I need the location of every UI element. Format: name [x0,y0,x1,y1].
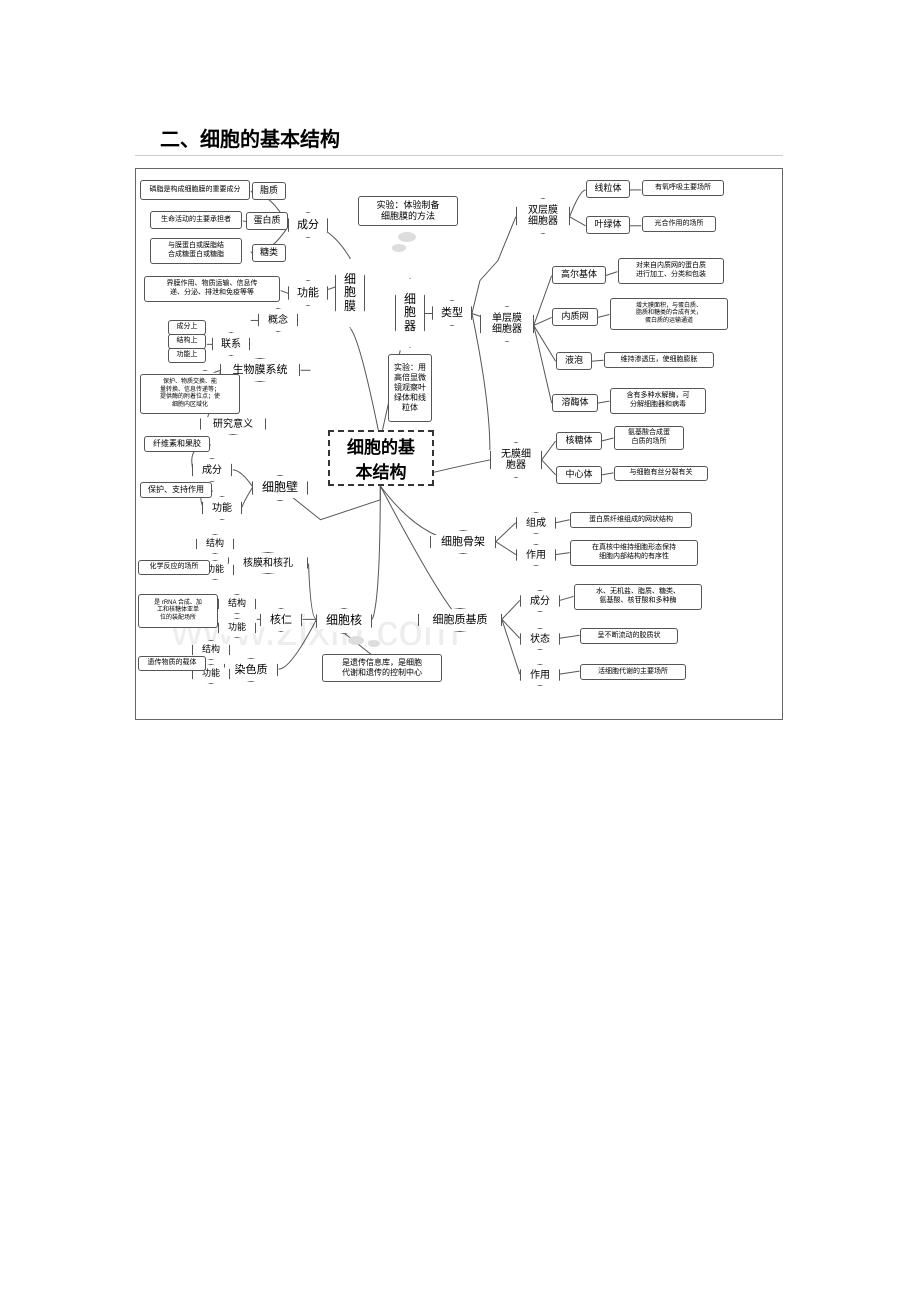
cloud-2 [392,244,406,252]
node-rel1: 成分上 [168,320,206,335]
node-rel3: 功能上 [168,348,206,363]
node-cs-comp-desc: 蛋白质纤维组成的网状结构 [570,512,692,528]
cloud-1 [398,232,416,242]
node-chloro: 叶绿体 [586,216,630,234]
node-centro-desc: 与细胞有丝分裂有关 [614,466,708,481]
node-sugar-desc: 与膜蛋白或膜脂结 合成糖蛋白或糖脂 [150,238,242,264]
node-protein-desc: 生命活动的主要承担者 [150,211,242,229]
node-cy-state-desc: 呈不断流动的胶质状 [580,628,678,644]
node-func-desc: 界膜作用、物质运输、信息传 递、分泌、排泄和免疫等等 [144,276,280,302]
node-ribo: 核糖体 [556,432,602,450]
node-centro: 中心体 [556,466,602,484]
node-vacuole: 液泡 [556,352,592,370]
cloud-3 [348,636,364,645]
node-lipid: 脂质 [252,182,286,200]
node-ribo-desc: 氨基酸合成蛋 白质的场所 [614,426,684,450]
node-er-desc: 增大膜面积，与蛋白质、 脂质和糖类的合成有关， 蛋白质的运输通道 [610,298,728,330]
node-wall-func-desc: 保护、支持作用 [140,482,212,498]
node-exp2: 实验：用 高倍显微 镜观察叶 绿体和线 粒体 [388,354,432,422]
node-er: 内质网 [552,308,598,326]
node-golgi: 高尔基体 [552,266,606,284]
node-lyso-desc: 含有多种水解酶，可 分解细胞器和病毒 [610,388,706,414]
node-nu-desc: 是 rRNA 合成、加 工和核糖体亚单 位的装配场所 [138,594,218,628]
node-chloro-desc: 光合作用的场所 [642,216,716,232]
node-vacuole-desc: 维持渗透压，使细胞膨胀 [604,352,714,368]
node-lyso: 溶酶体 [552,394,598,412]
node-nucleus-desc: 是遗传信息库，是细胞 代谢和遗传的控制中心 [322,654,442,682]
cloud-4 [368,640,380,647]
node-ch-desc: 遗传物质的载体 [138,656,206,671]
page-title: 二、细胞的基本结构 [160,123,340,152]
node-mito-desc: 有氧呼吸主要场所 [642,180,724,196]
hr-divider [135,155,783,156]
node-nm-func-desc: 化学反应的场所 [138,560,210,575]
node-wall-comp-desc: 纤维素和果胶 [144,436,210,452]
node-cs-func-desc: 在真核中维持细胞形态保持 细胞内部结构的有序性 [570,540,698,566]
node-ms-func-desc: 保护、物质交换、能 量转换、信息传递等； 提供酶的附着位点；使 细胞内区域化 [140,374,240,414]
node-cy-func-desc: 活细胞代谢的主要场所 [580,664,686,680]
center-node: 细胞的基 本结构 [328,430,434,486]
node-rel2: 结构上 [168,334,206,349]
node-exp1: 实验：体验制备 细胞膜的方法 [358,196,458,226]
node-golgi-desc: 对来自内质网的蛋白质 进行加工、分类和包装 [618,258,724,284]
node-protein: 蛋白质 [246,212,288,230]
node-cy-comp-desc: 水、无机盐、脂质、糖类、 氨基酸、核苷酸和多种酶 [574,584,702,610]
node-sugar: 糖类 [252,244,286,262]
node-lipid-desc: 磷脂是构成细胞膜的重要成分 [140,180,250,200]
node-mito: 线粒体 [586,180,630,198]
